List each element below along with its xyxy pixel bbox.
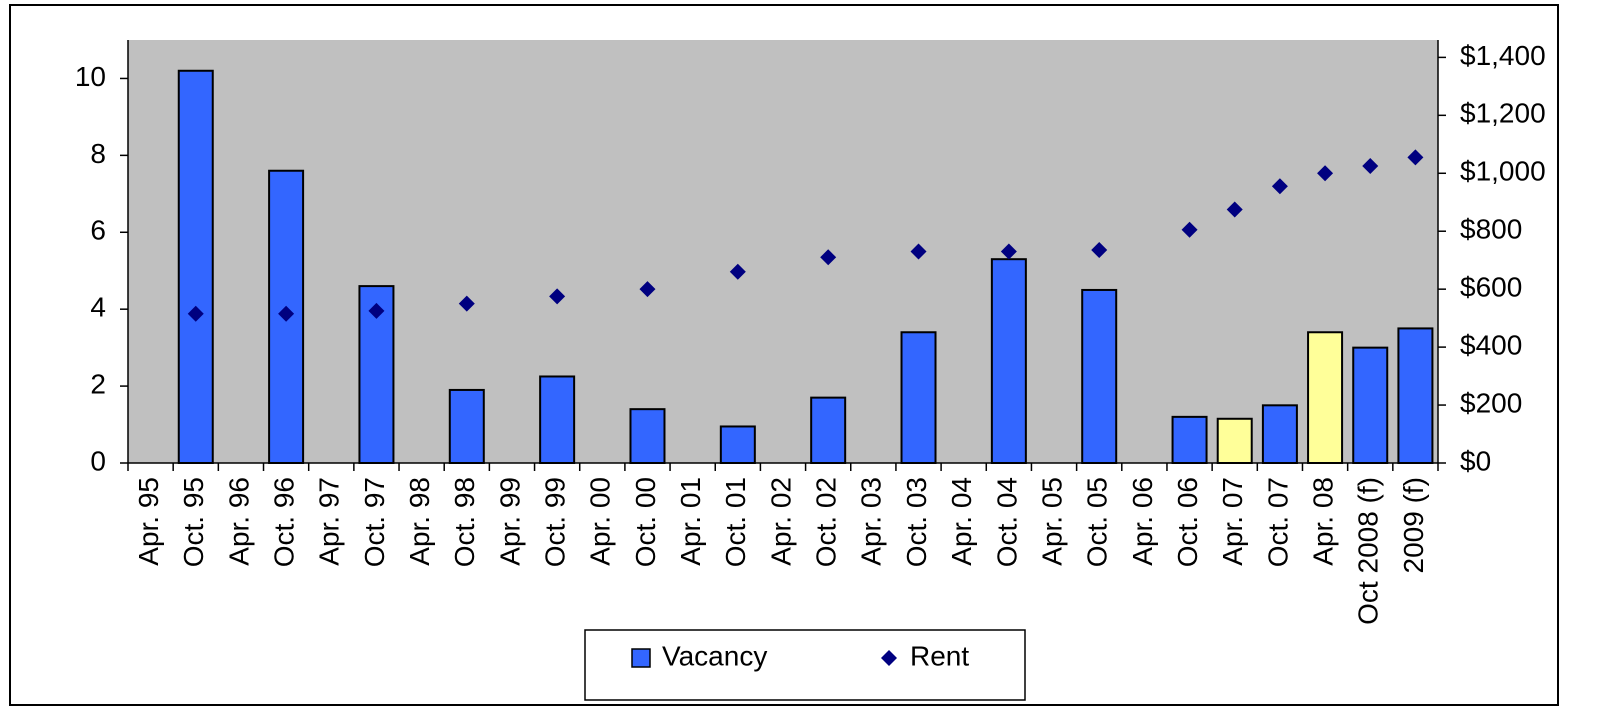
x-tick-label: Apr. 07 [1217,477,1248,566]
marker [729,263,746,280]
x-tick-label: Apr. 95 [133,477,164,566]
x-tick-label: Oct. 04 [991,477,1022,567]
x-tick-label: Apr. 00 [585,477,616,566]
x-tick-label: Oct. 06 [1172,477,1203,567]
y2-tick-label: $600 [1460,272,1522,303]
y-tick-label: 4 [90,292,106,323]
marker [1362,158,1379,175]
x-tick-label: Apr. 02 [765,477,796,566]
x-tick-label: Oct. 05 [1082,477,1113,567]
bar [900,331,937,464]
marker [1226,201,1243,218]
y-tick-label: 6 [90,215,106,246]
bar [1307,331,1344,464]
legend-label: Vacancy [662,640,767,671]
bar [629,408,666,464]
y-tick-label: 0 [90,445,106,476]
x-tick-label: 2009 (f) [1398,477,1429,574]
x-tick-label: Apr. 96 [223,477,254,566]
bar [719,425,756,464]
x-tick-label: Oct. 95 [178,477,209,567]
y2-tick-label: $1,400 [1460,40,1546,71]
marker [187,305,204,322]
marker [549,288,566,305]
y2-tick-label: $200 [1460,387,1522,418]
x-tick-label: Apr. 98 [404,477,435,566]
bar [1397,327,1434,464]
bar [1261,404,1298,464]
bar [177,69,214,464]
x-tick-label: Apr. 04 [946,477,977,566]
legend-swatch [881,650,897,666]
marker [1181,221,1198,238]
marker [368,302,385,319]
y2-tick-label: $400 [1460,330,1522,361]
marker [639,281,656,298]
bar [1216,417,1253,465]
marker [278,305,295,322]
x-tick-label: Oct 2008 (f) [1353,477,1384,625]
x-tick-label: Oct. 98 [449,477,480,567]
bar [539,375,576,464]
bar [1352,346,1389,464]
marker [1317,165,1334,182]
x-tick-label: Apr. 97 [314,477,345,566]
bar [1081,288,1118,465]
marker [458,295,475,312]
marker [910,243,927,260]
legend-label: Rent [910,640,969,671]
bar [810,396,847,464]
marker [1407,149,1424,166]
y-tick-label: 8 [90,138,106,169]
x-tick-label: Oct. 07 [1262,477,1293,567]
y2-tick-label: $0 [1460,445,1491,476]
bar [990,258,1027,465]
y2-tick-label: $1,000 [1460,156,1546,187]
x-tick-label: Oct. 01 [720,477,751,567]
bar [448,388,485,465]
x-tick-label: Apr. 03 [856,477,887,566]
bar [1171,415,1208,465]
x-tick-label: Apr. 01 [675,477,706,566]
y2-tick-label: $800 [1460,214,1522,245]
legend-box [584,629,1026,701]
x-tick-label: Apr. 05 [1036,477,1067,566]
marker [1091,242,1108,259]
x-tick-label: Oct. 03 [901,477,932,567]
x-tick-label: Oct. 96 [268,477,299,567]
x-tick-label: Oct. 97 [359,477,390,567]
marker [1271,178,1288,195]
x-tick-label: Apr. 99 [494,477,525,566]
marker [820,249,837,266]
x-tick-label: Oct. 00 [630,477,661,567]
marker [1000,243,1017,260]
x-tick-label: Oct. 99 [540,477,571,567]
x-tick-label: Apr. 08 [1307,477,1338,566]
y2-tick-label: $1,200 [1460,98,1546,129]
legend-swatch [631,648,651,668]
y-tick-label: 10 [75,61,106,92]
y-tick-label: 2 [90,368,106,399]
x-tick-label: Oct. 02 [811,477,842,567]
x-tick-label: Apr. 06 [1127,477,1158,566]
plot-area [128,40,1438,463]
